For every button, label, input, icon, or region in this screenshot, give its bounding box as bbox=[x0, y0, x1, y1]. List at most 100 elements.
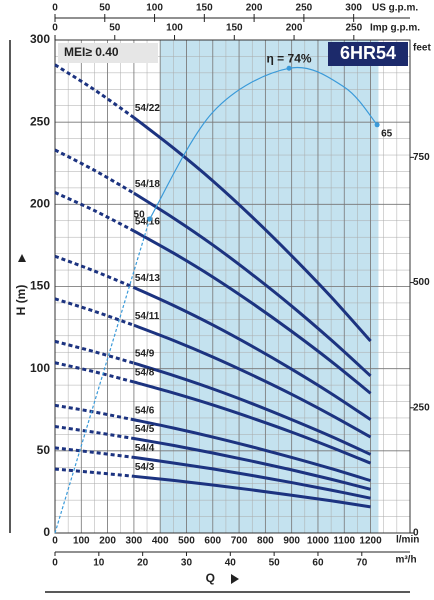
x-tick-label: 800 bbox=[257, 536, 274, 547]
x-unit: l/min bbox=[396, 535, 419, 546]
x-tick-label: 1200 bbox=[359, 536, 382, 547]
curve bbox=[133, 474, 371, 509]
m3h-unit: m³/h bbox=[395, 555, 416, 566]
m3h-tick-label: 40 bbox=[225, 558, 237, 569]
curve-label: 54/22 bbox=[135, 103, 160, 114]
curve bbox=[132, 116, 372, 343]
m3h-tick-label: 10 bbox=[93, 558, 105, 569]
imp-gpm-tick-label: 200 bbox=[286, 23, 303, 34]
curve-dotted bbox=[54, 191, 135, 233]
x-tick-label: 1000 bbox=[307, 536, 330, 547]
imp-gpm-unit: Imp g.p.m. bbox=[370, 23, 420, 34]
y-tick-label: 250 bbox=[30, 114, 50, 128]
y-tick-label: 300 bbox=[30, 32, 50, 46]
curve bbox=[133, 418, 371, 483]
curve-dotted bbox=[54, 446, 135, 459]
us-gpm-unit: US g.p.m. bbox=[372, 3, 418, 14]
efficiency-point bbox=[374, 122, 380, 128]
curve bbox=[133, 286, 372, 421]
title-box bbox=[328, 42, 408, 66]
curve bbox=[133, 191, 372, 378]
m3h-tick-label: 20 bbox=[137, 558, 149, 569]
curve-label: 54/8 bbox=[135, 368, 155, 379]
x-tick-label: 900 bbox=[283, 536, 300, 547]
curve-label: 54/4 bbox=[135, 443, 155, 454]
curve-label: 54/16 bbox=[135, 217, 160, 228]
curve-dotted bbox=[54, 403, 135, 422]
y-axis-label: H (m) bbox=[14, 285, 28, 316]
efficiency-label: 65 bbox=[381, 128, 393, 139]
x-arrow bbox=[231, 574, 239, 584]
x-tick-label: 500 bbox=[178, 536, 195, 547]
y-tick-label: 50 bbox=[37, 443, 51, 457]
x-tick-label: 100 bbox=[73, 536, 90, 547]
curve bbox=[133, 380, 372, 465]
curve-dotted bbox=[54, 254, 135, 289]
curve-dotted bbox=[54, 467, 135, 478]
us-gpm-tick-label: 200 bbox=[246, 3, 263, 14]
curve-label: 54/13 bbox=[135, 273, 160, 284]
x-tick-label: 1100 bbox=[333, 536, 355, 547]
efficiency-peak-label: η = 74% bbox=[267, 51, 312, 65]
x-axis-label: Q bbox=[206, 571, 215, 585]
y-tick-label: 150 bbox=[30, 279, 50, 293]
feet-tick-label: 250 bbox=[413, 402, 430, 413]
imp-gpm-tick-label: 250 bbox=[345, 23, 362, 34]
curve bbox=[133, 229, 372, 395]
feet-unit: feet bbox=[413, 43, 431, 54]
plot-frame bbox=[54, 39, 411, 534]
feet-tick-label: 500 bbox=[413, 277, 430, 288]
curve bbox=[133, 323, 372, 439]
m3h-tick-label: 70 bbox=[356, 558, 368, 569]
curve bbox=[133, 437, 371, 491]
curve-dotted bbox=[54, 425, 135, 440]
us-gpm-tick-label: 250 bbox=[296, 3, 313, 14]
m3h-tick-label: 60 bbox=[312, 558, 324, 569]
us-gpm-tick-label: 50 bbox=[99, 3, 111, 14]
mei-box bbox=[58, 43, 158, 63]
x-tick-label: 0 bbox=[52, 536, 58, 547]
curve-label: 54/5 bbox=[135, 424, 155, 435]
m3h-tick-label: 50 bbox=[269, 558, 281, 569]
curve-dotted bbox=[54, 361, 135, 384]
imp-gpm-tick-label: 50 bbox=[109, 23, 121, 34]
us-gpm-tick-label: 0 bbox=[52, 3, 58, 14]
curve-dotted bbox=[54, 148, 135, 195]
y-tick-label: 0 bbox=[43, 525, 50, 539]
curve-dotted bbox=[54, 339, 135, 365]
m3h-tick-label: 0 bbox=[52, 558, 58, 569]
y-arrow bbox=[18, 254, 26, 262]
curve-label: 54/6 bbox=[135, 405, 155, 416]
efficiency-point bbox=[147, 216, 153, 222]
efficiency-point bbox=[286, 65, 292, 71]
curve-label: 54/9 bbox=[135, 349, 155, 360]
x-tick-label: 200 bbox=[99, 536, 116, 547]
feet-tick-label: 0 bbox=[413, 528, 419, 539]
us-gpm-tick-label: 150 bbox=[196, 3, 213, 14]
curve-label: 54/18 bbox=[135, 179, 160, 190]
m3h-tick-label: 30 bbox=[181, 558, 193, 569]
curve-dotted bbox=[54, 297, 135, 327]
imp-gpm-tick-label: 150 bbox=[226, 23, 243, 34]
efficiency-curve bbox=[149, 66, 378, 220]
x-tick-label: 700 bbox=[231, 536, 248, 547]
y-tick-label: 100 bbox=[30, 361, 50, 375]
x-tick-label: 300 bbox=[126, 536, 143, 547]
us-gpm-tick-label: 100 bbox=[146, 3, 163, 14]
curve bbox=[133, 455, 371, 500]
curve-label: 54/3 bbox=[135, 462, 155, 473]
y-tick-label: 200 bbox=[30, 197, 50, 211]
curve-dotted bbox=[54, 63, 135, 119]
efficiency-label: 50 bbox=[134, 210, 146, 221]
x-tick-label: 400 bbox=[152, 536, 169, 547]
curve-label: 54/11 bbox=[135, 311, 160, 322]
curve bbox=[133, 361, 372, 456]
x-tick-label: 600 bbox=[204, 536, 221, 547]
us-gpm-tick-label: 300 bbox=[345, 3, 362, 14]
mei-label: MEI≥ 0.40 bbox=[64, 45, 119, 59]
chart-title: 6HR54 bbox=[340, 43, 396, 63]
imp-gpm-tick-label: 100 bbox=[166, 23, 183, 34]
imp-gpm-tick-label: 0 bbox=[52, 23, 58, 34]
feet-tick-label: 750 bbox=[413, 152, 430, 163]
